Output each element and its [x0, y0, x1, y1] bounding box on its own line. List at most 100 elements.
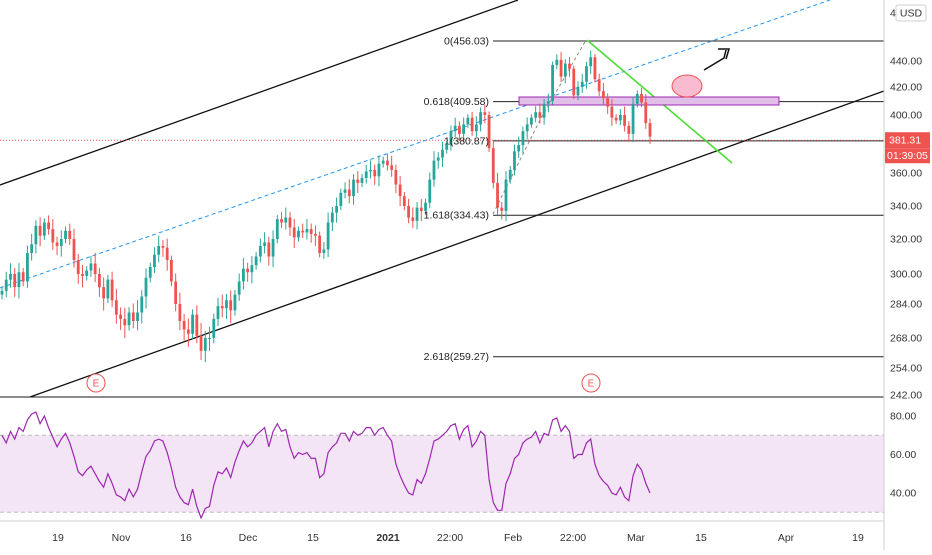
candle-body — [114, 300, 118, 315]
candle-body — [34, 225, 38, 245]
candle-body — [364, 171, 368, 178]
time-tick: Feb — [504, 532, 522, 544]
candle-body — [182, 321, 186, 330]
candle-body — [386, 160, 389, 166]
candle-body — [76, 260, 80, 274]
time-tick: 22:00 — [437, 532, 463, 544]
candle-body — [415, 207, 419, 221]
candle-body — [271, 239, 275, 257]
candle-body — [288, 217, 292, 228]
candle-body — [483, 112, 487, 115]
candle-body — [72, 239, 76, 260]
earnings-marker-1 — [581, 373, 601, 393]
last-price-label: 381.31 — [889, 135, 921, 147]
candle-body — [258, 246, 262, 257]
time-tick: Mar — [627, 532, 646, 544]
price-tick: 320.00 — [890, 234, 922, 246]
candle-body — [343, 189, 347, 193]
candle-body — [170, 260, 173, 282]
candle-body — [491, 148, 495, 183]
candle-body — [508, 169, 512, 180]
candle-body — [381, 160, 385, 164]
candle-body — [347, 189, 351, 197]
price-tick: 360.00 — [890, 168, 922, 180]
projection-arrow — [703, 49, 727, 71]
fib-level-label-1: 0.618(409.58) — [424, 96, 489, 108]
price-tick: 284.00 — [890, 299, 922, 311]
candle-body — [216, 306, 220, 319]
candle-body — [144, 277, 148, 297]
candle-body — [373, 169, 377, 177]
candle-body — [9, 274, 12, 280]
candle-body — [589, 57, 593, 67]
candle-body — [555, 59, 559, 65]
candle-body — [432, 160, 436, 180]
fib-level-label-2: 1(380.87) — [444, 135, 489, 147]
candle-body — [453, 125, 457, 132]
candle-body — [165, 247, 169, 260]
earnings-marker-0 — [86, 373, 106, 393]
candle-body — [174, 281, 178, 304]
candle-body — [21, 272, 25, 282]
candle-body — [85, 270, 89, 276]
candle-body — [127, 312, 131, 326]
candle-body — [199, 335, 203, 351]
candle-body — [131, 312, 135, 321]
candle-body — [17, 272, 21, 288]
candle-body — [68, 230, 72, 239]
upper-channel-line — [0, 0, 519, 186]
candle-body — [136, 312, 139, 321]
countdown-tag — [885, 148, 930, 164]
candle-body — [157, 246, 161, 255]
candle-body — [407, 206, 410, 218]
fibonacci-labels: 0(456.03) 0.618(409.58) 1(380.87) 1.618(334… — [424, 35, 489, 363]
candle-body — [411, 217, 415, 221]
candle-body — [140, 296, 144, 313]
candle-body — [352, 179, 355, 197]
price-tick: 300.00 — [890, 269, 922, 281]
candle-body — [623, 115, 626, 126]
fib-level-label-4: 2.618(259.27) — [424, 351, 489, 363]
candle-body — [275, 219, 279, 239]
candle-body — [530, 117, 533, 125]
candle-body — [212, 318, 216, 338]
candle-body — [585, 66, 588, 82]
candle-body — [123, 318, 127, 326]
candle-body — [572, 68, 576, 96]
candle-body — [263, 242, 266, 246]
candle-body — [648, 123, 652, 137]
candle-body — [30, 244, 34, 253]
candle-body — [110, 279, 114, 301]
candle-body — [339, 192, 343, 206]
candle-body — [195, 314, 199, 336]
candle-body — [428, 179, 432, 203]
candle-body — [419, 207, 423, 211]
candle-body — [546, 101, 550, 104]
candle-body — [208, 338, 211, 339]
candle-body — [568, 63, 571, 69]
time-tick: Dec — [239, 532, 258, 544]
candle-body — [602, 91, 605, 99]
candle-body — [42, 222, 46, 236]
candle-body — [580, 81, 584, 87]
price-tick: 440.00 — [890, 56, 922, 68]
candle-body — [64, 230, 67, 239]
candle-body — [614, 117, 618, 121]
price-tick: 268.00 — [890, 333, 922, 345]
candle-body — [280, 219, 283, 223]
lower-channel-line — [29, 90, 885, 398]
candle-body — [4, 279, 8, 291]
candle-body — [534, 112, 538, 118]
candle-body — [106, 279, 110, 299]
candle-body — [314, 234, 317, 236]
candle-body — [496, 182, 499, 208]
earnings-marker-label-1: E — [588, 379, 595, 390]
candle-body — [551, 64, 554, 101]
candle-body — [635, 94, 639, 104]
candle-body — [318, 235, 322, 253]
candle-body — [593, 57, 597, 80]
candle-body — [360, 177, 364, 183]
candle-body — [513, 151, 516, 170]
